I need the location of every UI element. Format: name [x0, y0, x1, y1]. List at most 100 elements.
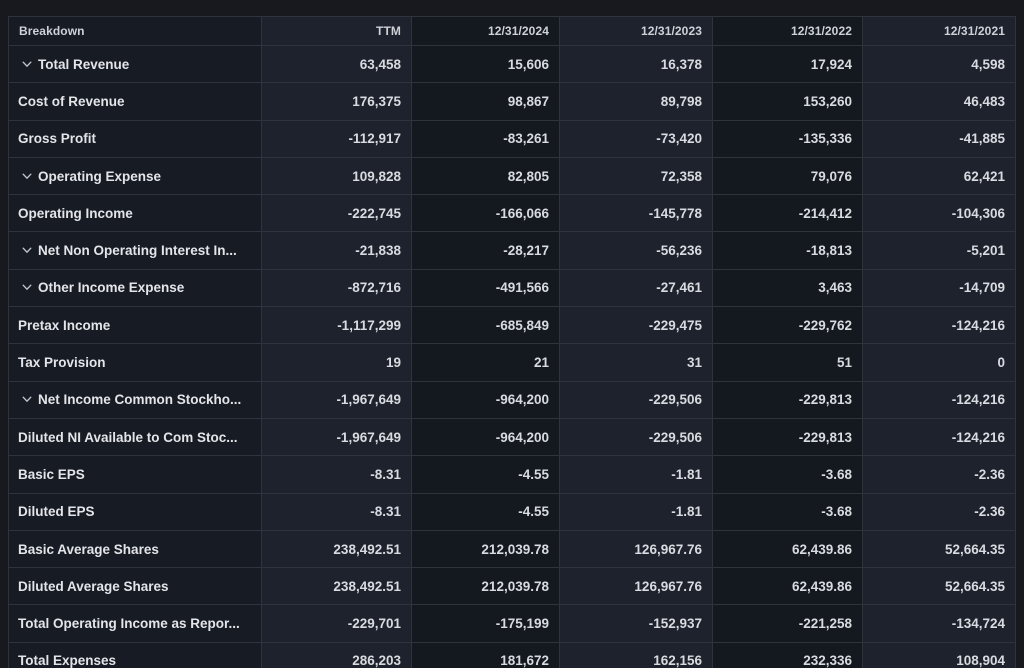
cell-value: 162,156 [653, 653, 702, 668]
cell-value: 126,967.76 [634, 578, 702, 594]
expandable-row-label-cell[interactable]: Other Income Expense [9, 269, 262, 307]
value-cell: -112,917 [262, 120, 412, 157]
value-cell: -221,258 [713, 605, 863, 642]
value-cell: -4.55 [412, 456, 560, 493]
row-label-cell: Pretax Income [9, 307, 262, 344]
value-cell: 238,492.51 [262, 568, 412, 605]
table-row: Net Non Operating Interest In... -21,838 -… [9, 232, 1016, 270]
row-label-cell: Total Expenses [9, 642, 262, 668]
cell-value: -872,716 [347, 280, 401, 296]
value-cell: 181,672 [412, 642, 560, 668]
value-cell: -135,336 [713, 120, 863, 157]
value-cell: -229,475 [560, 307, 713, 344]
cell-value: 63,458 [359, 56, 401, 72]
cell-value: -124,216 [951, 317, 1005, 333]
row-label: Gross Profit [18, 131, 97, 147]
expandable-row-label-cell[interactable]: Net Non Operating Interest In... [9, 232, 262, 269]
chevron-down-icon[interactable] [22, 173, 38, 180]
column-header-period: 12/31/2024 [412, 17, 560, 45]
value-cell: -964,200 [412, 418, 560, 456]
row-label: Operating Income [18, 205, 133, 221]
cell-value: -5,201 [966, 243, 1005, 259]
row-label[interactable]: Net Income Common Stockho... [38, 392, 242, 408]
table-body: Total Revenue 63,458 15,606 16,378 17,924 4,5… [9, 46, 1016, 668]
value-cell: -872,716 [262, 269, 412, 307]
row-label[interactable]: Other Income Expense [38, 280, 185, 296]
chevron-down-icon[interactable] [22, 247, 38, 254]
expandable-row-label-cell[interactable]: Operating Expense [9, 157, 262, 195]
cell-value: -83,261 [503, 131, 549, 147]
value-cell: 89,798 [560, 83, 713, 120]
table-row: Diluted EPS -8.31 -4.55 -1.81 -3.68 -2.36 [9, 493, 1016, 531]
value-cell: -8.31 [262, 456, 412, 493]
expandable-row-label-cell[interactable]: Total Revenue [9, 46, 262, 83]
value-cell: 153,260 [713, 83, 863, 120]
cell-value: 4,598 [971, 56, 1005, 72]
column-header-label: 12/31/2021 [943, 24, 1005, 38]
cell-value: -1.81 [671, 466, 702, 482]
value-cell: -4.55 [412, 493, 560, 530]
cell-value: 52,664.35 [944, 541, 1005, 557]
cell-value: 3,463 [818, 280, 852, 296]
value-cell: -229,506 [560, 418, 713, 456]
chevron-down-icon[interactable] [22, 284, 38, 291]
table-row: Other Income Expense -872,716 -491,566 -27,… [9, 269, 1016, 308]
value-cell: 4,598 [863, 46, 1016, 83]
row-label[interactable]: Operating Expense [38, 168, 162, 184]
cell-value: -4.55 [518, 504, 549, 520]
value-cell: 31 [560, 344, 713, 381]
value-cell: -124,216 [863, 381, 1016, 418]
row-label: Diluted Average Shares [18, 578, 169, 594]
value-cell: -175,199 [412, 605, 560, 642]
cell-value: 46,483 [963, 93, 1005, 109]
row-label: Total Operating Income as Repor... [18, 616, 240, 632]
value-cell: -56,236 [560, 232, 713, 269]
table-row: Net Income Common Stockho... -1,967,649 -9… [9, 381, 1016, 419]
cell-value: -2.36 [974, 466, 1005, 482]
value-cell: -28,217 [412, 232, 560, 269]
cell-value: -964,200 [495, 429, 549, 445]
value-cell: -21,838 [262, 232, 412, 269]
value-cell: 19 [262, 344, 412, 381]
row-label-cell: Cost of Revenue [9, 83, 262, 120]
cell-value: 72,358 [660, 168, 702, 184]
value-cell: -1.81 [560, 493, 713, 530]
row-label[interactable]: Total Revenue [38, 56, 130, 72]
row-label: Diluted NI Available to Com Stoc... [18, 429, 238, 445]
value-cell: -14,709 [863, 269, 1016, 307]
value-cell: 212,039.78 [412, 568, 560, 605]
cell-value: 238,492.51 [333, 578, 401, 594]
value-cell: -41,885 [863, 120, 1016, 157]
cell-value: -8.31 [370, 504, 401, 520]
cell-value: -1,117,299 [337, 317, 401, 333]
table-row: Basic EPS -8.31 -4.55 -1.81 -3.68 -2.36 [9, 456, 1016, 494]
chevron-down-icon[interactable] [22, 61, 38, 68]
cell-value: -1.81 [671, 504, 702, 520]
cell-value: -18,813 [806, 243, 852, 259]
cell-value: -28,217 [503, 243, 549, 259]
value-cell: 72,358 [560, 157, 713, 195]
cell-value: -21,838 [355, 243, 401, 259]
expandable-row-label-cell[interactable]: Net Income Common Stockho... [9, 381, 262, 418]
cell-value: -27,461 [656, 280, 702, 296]
value-cell: -8.31 [262, 493, 412, 530]
row-label[interactable]: Net Non Operating Interest In... [38, 243, 237, 259]
value-cell: -83,261 [412, 120, 560, 157]
value-cell: -5,201 [863, 232, 1016, 269]
cell-value: -8.31 [370, 466, 401, 482]
value-cell: 0 [863, 344, 1016, 381]
cell-value: 82,805 [507, 168, 549, 184]
cell-value: -166,066 [495, 205, 549, 221]
chevron-down-icon[interactable] [22, 396, 38, 403]
value-cell: -2.36 [863, 493, 1016, 530]
row-label: Basic EPS [18, 466, 85, 482]
cell-value: -2.36 [974, 504, 1005, 520]
table-row: Total Revenue 63,458 15,606 16,378 17,924 4,5… [9, 46, 1016, 84]
value-cell: -229,701 [262, 605, 412, 642]
table-row: Pretax Income -1,117,299 -685,849 -229,475 -… [9, 307, 1016, 345]
cell-value: -491,566 [495, 280, 549, 296]
value-cell: -1,967,649 [262, 418, 412, 456]
value-cell: 238,492.51 [262, 530, 412, 568]
value-cell: -491,566 [412, 269, 560, 307]
